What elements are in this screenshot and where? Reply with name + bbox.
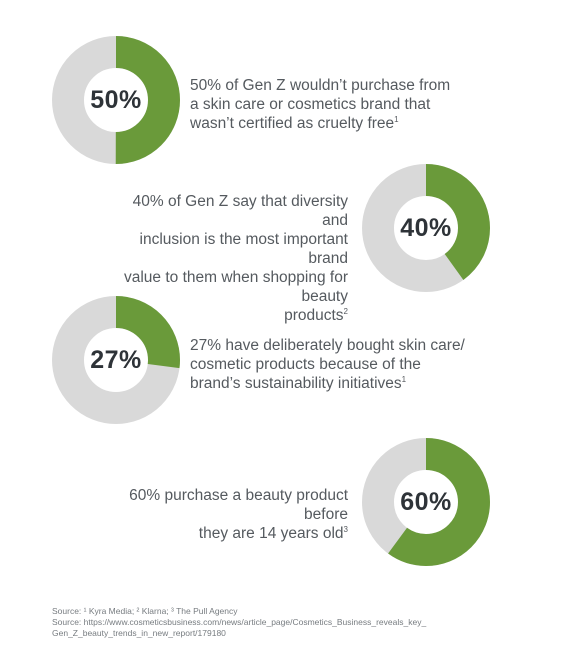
footnote-ref-2: 2 bbox=[343, 306, 348, 316]
source-line-1: Source: ¹ Kyra Media; ² Klarna; ³ The Pu… bbox=[52, 606, 238, 616]
donut-chart-4: 60% bbox=[362, 438, 490, 566]
donut-chart-3: 27% bbox=[52, 296, 180, 424]
stat-1-line-1: 50% of Gen Z wouldn’t purchase from bbox=[190, 77, 451, 94]
stat-1-line-3: wasn’t certified as cruelty free1 bbox=[190, 114, 490, 133]
stat-description-4: 60% purchase a beauty product before the… bbox=[110, 486, 348, 543]
footnote-ref-1: 1 bbox=[394, 114, 399, 124]
stat-2-line-3: value to them when shopping for beauty bbox=[123, 269, 348, 305]
stat-1-line-3-text: wasn’t certified as cruelty free bbox=[190, 115, 395, 132]
stat-2-line-1: 40% of Gen Z say that diversity and bbox=[132, 193, 348, 229]
donut-segment-2 bbox=[362, 164, 490, 292]
donut-segment-1 bbox=[52, 36, 180, 164]
stat-4-line-1: 60% purchase a beauty product before bbox=[129, 487, 348, 523]
stat-3-line-3-text: brand’s sustainability initiatives bbox=[190, 375, 402, 392]
stat-block-4: 60% purchase a beauty product before the… bbox=[0, 438, 581, 568]
footnote-ref-4: 3 bbox=[343, 524, 348, 534]
donut-svg-3 bbox=[52, 296, 180, 424]
donut-percent-label-4: 60% bbox=[400, 488, 452, 516]
donut-svg-4 bbox=[362, 438, 490, 566]
stat-2-line-2: inclusion is the most important brand bbox=[139, 231, 348, 267]
stat-description-1: 50% of Gen Z wouldn’t purchase from a sk… bbox=[190, 76, 490, 133]
donut-segment-4 bbox=[362, 438, 490, 566]
stat-3-line-2: cosmetic products because of the bbox=[190, 356, 421, 373]
donut-percent-label-3: 27% bbox=[90, 346, 142, 374]
donut-percent-label-2: 40% bbox=[400, 214, 452, 242]
stat-3-line-3: brand’s sustainability initiatives1 bbox=[190, 374, 490, 393]
source-line-2: Source: https://www.cosmeticsbusiness.co… bbox=[52, 617, 427, 627]
stat-1-line-2: a skin care or cosmetics brand that bbox=[190, 96, 431, 113]
stat-2-line-4-text: products bbox=[284, 307, 344, 324]
stat-3-line-1: 27% have deliberately bought skin care/ bbox=[190, 337, 465, 354]
stat-description-2: 40% of Gen Z say that diversity and incl… bbox=[110, 192, 348, 325]
donut-svg-2 bbox=[362, 164, 490, 292]
source-line-3: Gen_Z_beauty_trends_in_new_report/179180 bbox=[52, 628, 226, 638]
donut-svg-1 bbox=[52, 36, 180, 164]
donut-percent-label-1: 50% bbox=[90, 86, 142, 114]
donut-chart-1: 50% bbox=[52, 36, 180, 164]
footnote-ref-3: 1 bbox=[401, 374, 407, 384]
stat-description-3: 27% have deliberately bought skin care/ … bbox=[190, 336, 490, 393]
stat-4-line-2-text: they are 14 years old bbox=[198, 525, 344, 542]
donut-segment-3 bbox=[52, 296, 180, 424]
donut-chart-2: 40% bbox=[362, 164, 490, 292]
stat-2-line-4: products2 bbox=[110, 306, 348, 325]
stat-block-3: 27% 27% have deliberately bought skin ca… bbox=[0, 296, 581, 426]
stat-block-1: 50% 50% of Gen Z wouldn’t purchase from … bbox=[0, 36, 581, 166]
source-notes: Source: ¹ Kyra Media; ² Klarna; ³ The Pu… bbox=[52, 606, 532, 639]
stat-4-line-2: they are 14 years old3 bbox=[110, 524, 348, 543]
stat-block-2: 40% of Gen Z say that diversity and incl… bbox=[0, 164, 581, 324]
